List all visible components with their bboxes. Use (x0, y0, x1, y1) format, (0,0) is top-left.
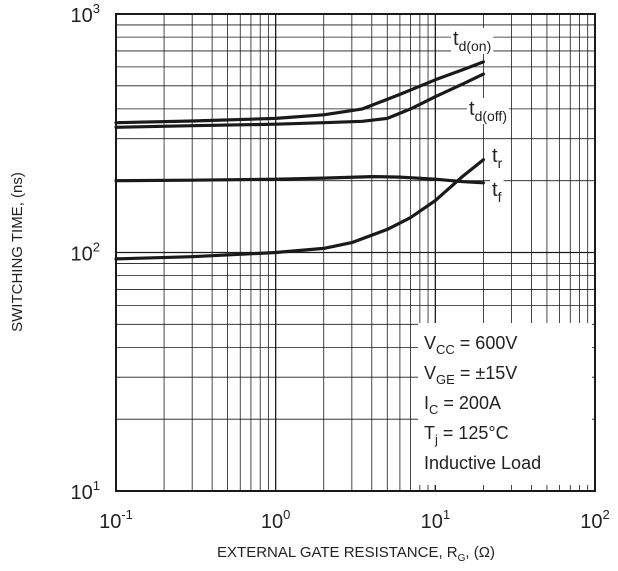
x-axis-label-sub: G (458, 553, 466, 564)
curve-labels: td(on) td(off) tr tf (451, 28, 509, 205)
series-tdon (114, 60, 485, 125)
x-tick-labels: 10-1 100 101 102 (99, 507, 610, 533)
condition-line: Inductive Load (424, 453, 541, 473)
y-tick-label: 101 (71, 478, 100, 504)
curves (114, 60, 485, 261)
y-tick-labels: 101 102 103 (71, 1, 100, 504)
x-axis-label-main: EXTERNAL GATE RESISTANCE, R (217, 544, 458, 561)
x-tick-label: 101 (421, 507, 450, 533)
conditions-text: VCC = 600V VGE = ±15V IC = 200A Tj = 125°C I… (424, 333, 541, 473)
x-tick-label: 10-1 (99, 507, 133, 533)
plot-frame (115, 13, 596, 492)
curve-label-background (490, 179, 504, 205)
curve-label-background (467, 98, 509, 124)
y-axis-label: SWITCHING TIME, (ns) (9, 172, 26, 332)
label-tdoff: td(off) (469, 98, 507, 124)
y-tick-label: 103 (71, 1, 100, 27)
conditions-box (418, 323, 592, 485)
curve-label-background (490, 145, 505, 171)
x-tick-label: 100 (261, 507, 290, 533)
series-tr (114, 158, 485, 261)
label-tr: tr (492, 145, 503, 171)
condition-line: Tj = 125°C (424, 423, 509, 447)
condition-line: VCC = 600V (424, 333, 517, 357)
series-tf (114, 175, 485, 185)
x-axis-label-tail: , (Ω) (465, 544, 495, 561)
condition-line: IC = 200A (424, 393, 501, 417)
x-tick-label: 102 (580, 507, 609, 533)
x-axis-label: EXTERNAL GATE RESISTANCE, RG, (Ω) (217, 544, 495, 564)
series-tdoff (114, 72, 485, 129)
label-tdon: td(on) (453, 28, 491, 54)
condition-line: VGE = ±15V (424, 363, 517, 387)
label-tf: tf (492, 179, 502, 205)
y-tick-label: 102 (71, 240, 100, 266)
curve-label-background (451, 28, 494, 54)
